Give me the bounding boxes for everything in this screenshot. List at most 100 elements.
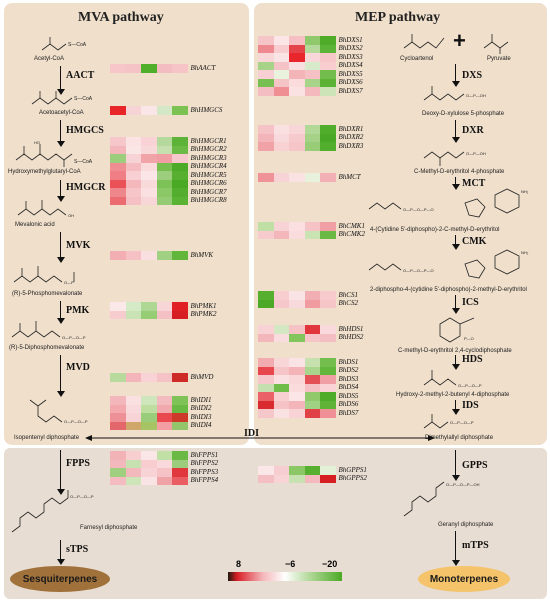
heatmap-row <box>258 61 336 70</box>
heatmap-block <box>110 302 188 319</box>
heatmap-cell <box>156 396 172 405</box>
heatmap-cell <box>172 476 188 485</box>
gene-label: BhHMGCR5 <box>190 170 227 179</box>
enzyme-hds: HDS <box>462 354 483 365</box>
heatmap-block <box>110 137 188 205</box>
heatmap-cell <box>304 44 320 53</box>
enzyme-fpps: FPPS <box>66 458 90 469</box>
heatmap-cell <box>172 451 188 460</box>
heatmap-cell <box>156 373 172 382</box>
mva-arrow-mvk <box>55 232 67 263</box>
hmg-coa-structure-icon: S—CoA HO <box>15 140 93 167</box>
heatmap-cell <box>172 459 188 468</box>
heatmap-cell <box>273 78 289 87</box>
heatmap-row <box>258 375 336 384</box>
gene-label: BhAACT <box>190 63 216 72</box>
enzyme-ics: ICS <box>462 297 479 308</box>
gene-label: BhDXS6 <box>338 78 363 86</box>
heatmap-row <box>258 325 336 334</box>
heatmap-cell <box>172 404 188 413</box>
gene-label: BhGPPS1 <box>338 465 367 474</box>
heatmap-cell <box>304 392 320 401</box>
svg-text:O—P—OH: O—P—OH <box>466 151 486 156</box>
heatmap-cell <box>304 36 320 45</box>
heatmap-cell <box>289 78 305 87</box>
heatmap-row <box>258 87 336 96</box>
mva-arrow-mvd <box>55 355 67 397</box>
heatmap-cell <box>258 78 274 87</box>
heatmap-block <box>258 291 336 308</box>
heatmap-cell <box>258 53 274 62</box>
heatmap-cell <box>273 392 289 401</box>
enzyme-hmgcs: HMGCS <box>66 125 104 136</box>
mep-metabolite-pyruvate: Pyruvate <box>487 56 511 62</box>
heatmap-cell <box>172 171 188 180</box>
mva-title: MVA pathway <box>78 10 164 25</box>
heatmap-cell <box>304 466 320 475</box>
gene-label: BhIDI1 <box>190 395 212 404</box>
heatmap-cell <box>141 451 157 460</box>
heatmap-cell <box>110 404 126 413</box>
gene-label: BhHMGCS <box>190 105 223 114</box>
heatmap-cell <box>110 373 126 382</box>
heatmap-cell <box>125 404 141 413</box>
gene-label: BhDS1 <box>338 357 359 366</box>
mva-panel <box>4 3 249 445</box>
heatmap-cell <box>258 44 274 53</box>
acetoacetyl-coa-structure-icon: S—CoA <box>31 91 93 105</box>
heatmap-cell <box>320 87 336 96</box>
mep-metabolite-dxp: Deoxy-D-xylulose 5-phosphate <box>422 111 505 117</box>
gene-label: BhPMK1 <box>190 301 217 310</box>
heatmap-row <box>258 70 336 79</box>
mva-arrow-hmgcs <box>55 120 67 147</box>
gene-label: BhDXS7 <box>338 86 363 95</box>
gene-label: BhHMGCR8 <box>190 196 227 204</box>
heatmap-cell <box>289 466 305 475</box>
heatmap-cell <box>304 53 320 62</box>
heatmap-cell <box>258 366 274 375</box>
heatmap-cell <box>320 325 336 334</box>
heatmap-row <box>110 459 188 468</box>
heatmap-cell <box>172 310 188 319</box>
heatmap-cell <box>172 468 188 477</box>
heatmap-cell <box>125 251 141 260</box>
heatmap-cell <box>125 137 141 146</box>
heatmap-row <box>110 421 188 430</box>
heatmap-block <box>258 173 336 182</box>
heatmap-cell <box>320 78 336 87</box>
heatmap-cell <box>110 154 126 163</box>
heatmap-cell <box>258 409 274 418</box>
heatmap-cell <box>304 375 320 384</box>
heatmap-cell <box>258 142 274 151</box>
heatmap-cell <box>110 188 126 197</box>
heatmap-row <box>110 373 188 382</box>
svg-text:O—P—O—P—O: O—P—O—P—O <box>403 268 434 273</box>
heatmap-cell <box>304 133 320 142</box>
heatmap-row <box>110 310 188 319</box>
heatmap-row <box>110 302 188 311</box>
monoterpenes-badge: Monoterpenes <box>418 566 510 592</box>
arrow-fpps <box>55 450 67 495</box>
heatmap-cell <box>304 173 320 182</box>
svg-text:NH₂: NH₂ <box>521 250 529 255</box>
heatmap-cell <box>320 333 336 342</box>
heatmap-cell <box>110 459 126 468</box>
mva-metabolite-mevalonic-acid: Mevalonic acid <box>15 222 55 228</box>
heatmap-cell <box>156 302 172 311</box>
heatmap-cell <box>289 375 305 384</box>
enzyme-dxr: DXR <box>462 125 484 136</box>
heatmap-cell <box>304 78 320 87</box>
heatmap-cell <box>258 375 274 384</box>
heatmap-cell <box>156 171 172 180</box>
heatmap-cell <box>141 137 157 146</box>
svg-text:O—P—O—P: O—P—O—P <box>62 335 86 340</box>
gene-label: BhFPPS1 <box>190 450 219 459</box>
heatmap-row <box>258 366 336 375</box>
heatmap-row <box>110 196 188 205</box>
heatmap-cell <box>258 125 274 134</box>
heatmap-cell <box>172 162 188 171</box>
enzyme-mtps: mTPS <box>462 540 489 551</box>
heatmap-cell <box>273 36 289 45</box>
heatmap-cell <box>172 179 188 188</box>
phosphomevalonate-structure-icon: O—P <box>13 266 75 285</box>
